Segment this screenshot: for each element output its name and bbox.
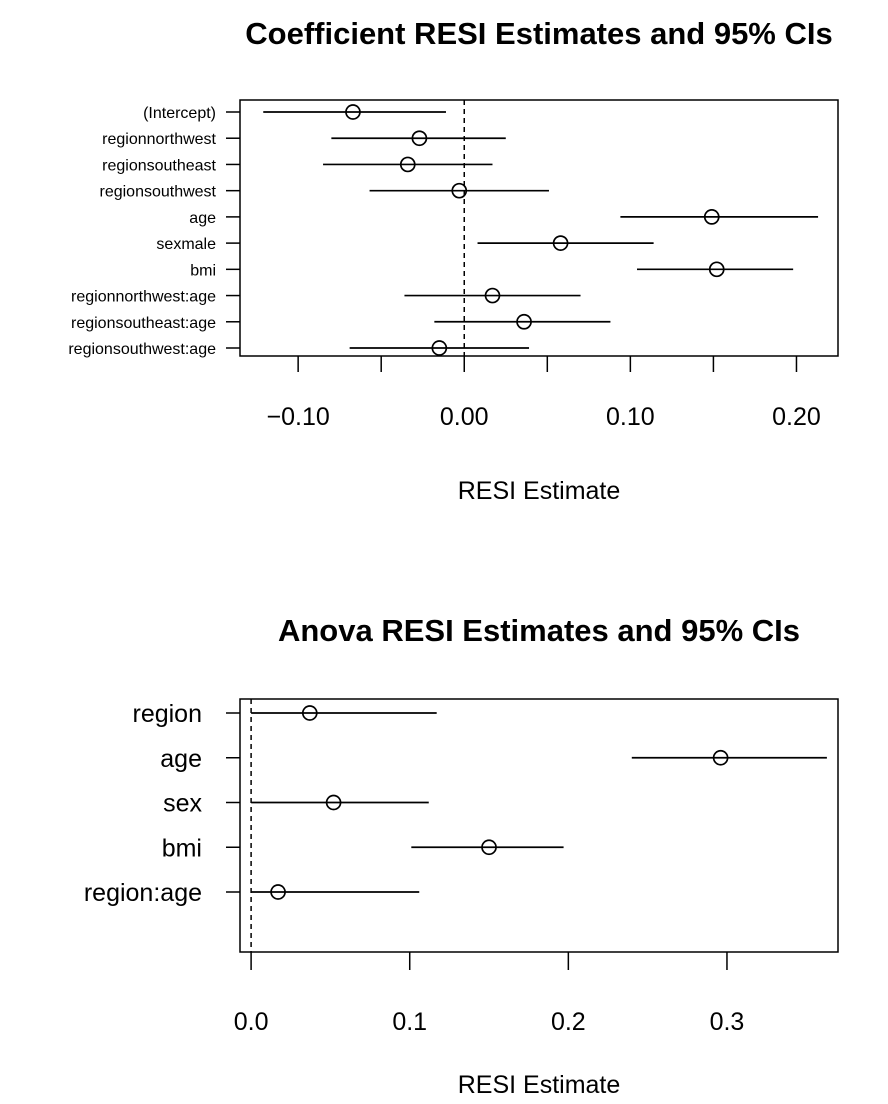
chart-title: Coefficient RESI Estimates and 95% CIs — [245, 16, 832, 51]
marks-layer: −0.10 0.00 0.10 0.20 (Intercept) regionnorthw… — [68, 100, 821, 431]
category-label: regionnorthwest — [102, 131, 216, 148]
chart-title: Anova RESI Estimates and 95% CIs — [278, 613, 800, 648]
marks-layer: 0.0 0.1 0.2 0.3 region age sex bmi region:age — [84, 699, 827, 1036]
category-label: (Intercept) — [143, 105, 216, 122]
point-estimate — [301, 705, 318, 721]
point-estimate — [431, 340, 448, 356]
point-estimate — [708, 261, 725, 278]
category-label: regionsoutheast:age — [71, 315, 216, 332]
category-label: region:age — [84, 879, 202, 907]
category-label: bmi — [190, 262, 216, 279]
point-estimate — [399, 156, 416, 173]
plot-frame — [239, 99, 839, 357]
point-estimate — [345, 104, 361, 120]
plot-frame — [239, 698, 839, 953]
x-axis-label: RESI Estimate — [458, 477, 621, 505]
category-label: sex — [163, 790, 202, 818]
category-label: bmi — [162, 834, 202, 862]
point-estimate — [411, 130, 428, 147]
category-label: region — [133, 700, 203, 728]
point-estimate — [703, 209, 720, 225]
x-tick-label: −0.10 — [267, 403, 330, 431]
category-label: regionsouthwest:age — [68, 341, 216, 358]
category-label: regionsoutheast — [102, 157, 216, 174]
point-estimate — [712, 749, 729, 766]
category-label: age — [160, 745, 202, 773]
category-label: sexmale — [156, 236, 216, 253]
x-tick-label: 0.00 — [440, 403, 489, 431]
point-estimate — [270, 884, 286, 900]
x-tick-label: 0.2 — [551, 1008, 586, 1036]
x-tick-label: 0.10 — [606, 403, 655, 431]
x-tick-label: 0.3 — [710, 1008, 745, 1036]
category-label: regionsouthwest — [99, 184, 216, 201]
x-axis-label: RESI Estimate — [458, 1071, 621, 1099]
point-estimate — [484, 287, 501, 304]
x-tick-label: 0.1 — [392, 1008, 427, 1036]
point-estimate — [451, 182, 468, 199]
category-label: age — [189, 210, 216, 227]
anova-resi-panel: Anova RESI Estimates and 95% CIs 0.0 0.1 0… — [84, 613, 839, 1099]
point-estimate — [325, 794, 342, 811]
point-estimate — [516, 313, 532, 330]
coefficient-resi-panel: Coefficient RESI Estimates and 95% CIs −… — [68, 16, 839, 505]
point-estimate — [552, 235, 569, 251]
x-tick-label: 0.20 — [772, 403, 821, 431]
x-tick-label: 0.0 — [234, 1008, 269, 1036]
point-estimate — [481, 839, 497, 856]
category-label: regionnorthwest:age — [71, 289, 216, 306]
